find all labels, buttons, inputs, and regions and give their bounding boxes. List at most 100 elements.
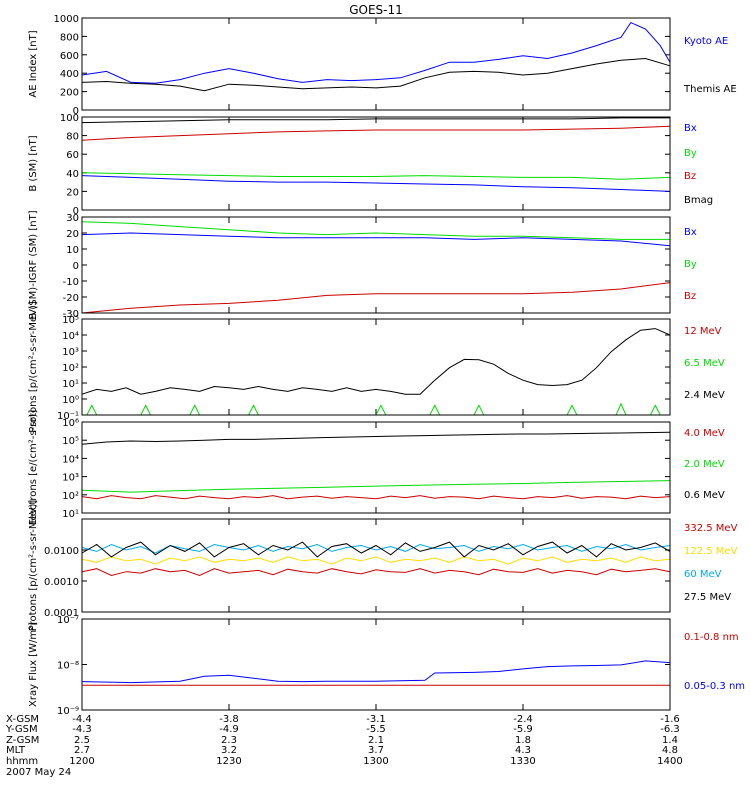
y-axis-label: Protons [p/(cm²-s-sr-MeV)]	[28, 301, 39, 433]
panel-frame	[81, 318, 671, 416]
panel-frame	[81, 17, 671, 111]
series-line	[81, 495, 671, 500]
panel-5: 10¹ 10² 10³ 10⁴ 10⁵ 10⁶ Electrons [e/(cm²-s-sr…	[28, 410, 725, 526]
series-line	[81, 282, 671, 314]
series-line	[81, 57, 671, 92]
panel-frame	[81, 618, 671, 711]
legend-entry: 0.1-0.8 nm	[684, 632, 739, 643]
x-row-value: 3.2	[221, 745, 237, 756]
x-row-value: 3.7	[368, 745, 384, 756]
y-axis-label: B (SM) [nT]	[28, 135, 39, 191]
y-tick-label: 100	[60, 113, 79, 124]
legend-entry: By	[684, 148, 697, 159]
y-tick-label: 400	[60, 69, 79, 80]
series-line	[81, 175, 671, 192]
y-tick-label: 60	[66, 150, 79, 161]
y-tick-label: 10⁴	[62, 454, 79, 465]
x-row-value: 1300	[363, 756, 388, 767]
y-tick-label: 10²	[62, 363, 79, 374]
x-row-value: -4.3	[72, 724, 92, 735]
legend-entry: Bz	[684, 171, 696, 182]
legend-entry: 60 MeV	[684, 569, 722, 580]
legend-entry: 122.5 MeV	[684, 546, 738, 557]
x-row-value: 2.1	[368, 735, 384, 746]
y-tick-label: 10²	[62, 491, 79, 502]
x-row-label: Y-GSM	[5, 724, 38, 735]
y-tick-label: 30	[66, 213, 79, 224]
legend-entry: By	[684, 259, 697, 270]
y-tick-label: 0.0001	[44, 608, 79, 619]
panel-frame	[81, 518, 671, 613]
y-tick-label: 10⁵	[62, 436, 79, 447]
series-line	[81, 125, 671, 141]
legend-entry: Themis AE	[683, 84, 737, 95]
x-row-value: 1.8	[515, 735, 531, 746]
y-tick-label: 10⁻⁹	[57, 706, 79, 717]
y-tick-label: 10¹	[62, 379, 79, 390]
legend-entry: 27.5 MeV	[684, 592, 731, 603]
legend-entry: 12 MeV	[684, 326, 722, 337]
series-line	[81, 431, 671, 445]
series-line	[81, 232, 671, 247]
panel-1: 0 200 400 600 800 1000 AE Index [nT] Kyoto AE Th…	[28, 14, 737, 117]
y-tick-label: 0	[73, 261, 79, 272]
x-row-label: hhmm	[6, 756, 38, 767]
x-row-value: 2.7	[74, 745, 90, 756]
legend-entry: 332.5 MeV	[684, 523, 738, 534]
series-line	[81, 328, 671, 395]
legend-entry: 6.5 MeV	[684, 358, 725, 369]
legend-entry: Bz	[684, 291, 696, 302]
series-line	[81, 556, 671, 565]
panel-3: -30 -20 -10 0 10 20 30 B (SM)-IGRF (SM) [nT] Bx B…	[28, 210, 697, 320]
y-tick-label: 0	[73, 106, 79, 117]
y-tick-label: 10⁶	[62, 418, 79, 429]
x-row-value: -5.5	[366, 724, 386, 735]
panel-4: 10⁻¹ 10⁰ 10¹ 10² 10³ 10⁴ 10⁵ Protons [p/(cm²-s-…	[28, 301, 725, 433]
y-tick-label: 1000	[54, 14, 79, 25]
x-row-value: 1.4	[662, 735, 678, 746]
y-tick-label: 600	[60, 51, 79, 62]
legend-entry: 0.05-0.3 nm	[684, 681, 745, 692]
date-label: 2007 May 24	[6, 767, 71, 778]
y-axis-label: Protons [p/(cm²-s-sr-MeV)]	[28, 500, 39, 632]
series-line	[81, 221, 670, 240]
y-tick-label: 20	[66, 229, 79, 240]
legend-entry: Bx	[684, 227, 697, 238]
x-row-value: -2.4	[513, 714, 533, 725]
series-line	[81, 543, 671, 554]
y-tick-label: 10⁰	[62, 395, 79, 406]
y-tick-label: 10⁻⁷	[57, 615, 79, 626]
panel-7: 10⁻⁹ 10⁻⁸ 10⁻⁷ Xray Flux [W/m²] 0.1-0.8 nm 0.…	[28, 615, 745, 717]
y-tick-label: 10⁴	[62, 331, 79, 342]
legend-entry: 2.0 MeV	[684, 459, 725, 470]
y-axis-label: AE Index [nT]	[28, 30, 39, 97]
x-row-value: 2.5	[74, 735, 90, 746]
x-row-value: -1.6	[660, 714, 680, 725]
x-row-value: -4.9	[219, 724, 239, 735]
y-tick-label: 10⁻¹	[57, 411, 79, 422]
y-tick-label: -20	[63, 293, 79, 304]
x-row-label: Z-GSM	[6, 735, 39, 746]
y-tick-label: 20	[66, 187, 79, 198]
x-row-value: -3.8	[219, 714, 239, 725]
x-row-label: MLT	[6, 745, 26, 756]
legend-entry: Bx	[684, 123, 697, 134]
y-tick-label: -30	[63, 309, 79, 320]
series-line	[81, 660, 671, 684]
y-tick-label: 10³	[62, 473, 79, 484]
panel-2: 0 20 40 60 80 100 B (SM) [nT] Bx By Bz Bmag	[28, 113, 713, 217]
y-tick-label: 10	[66, 245, 79, 256]
x-row-value: 4.3	[515, 745, 531, 756]
series-line	[86, 402, 661, 416]
series-line	[81, 172, 671, 180]
x-row-value: 1400	[657, 756, 682, 767]
y-tick-label: 10⁵	[62, 315, 79, 326]
figure-title: GOES-11	[349, 3, 403, 17]
x-row-value: 1330	[510, 756, 535, 767]
x-row-value: -4.4	[72, 714, 92, 725]
y-tick-label: 80	[66, 132, 79, 143]
x-row-value: 1230	[216, 756, 241, 767]
panel-frame	[81, 216, 671, 314]
